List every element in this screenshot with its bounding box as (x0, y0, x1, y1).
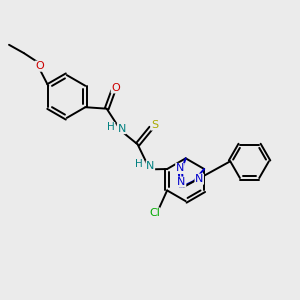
Text: N: N (117, 124, 126, 134)
Text: O: O (111, 83, 120, 93)
Text: H: H (135, 159, 143, 169)
Text: Cl: Cl (149, 208, 160, 218)
Text: S: S (151, 120, 158, 130)
Text: O: O (35, 61, 44, 71)
Text: N: N (177, 177, 186, 187)
Text: N: N (195, 174, 203, 184)
Text: N: N (146, 161, 154, 171)
Text: H: H (107, 122, 115, 132)
Text: N: N (176, 164, 184, 173)
